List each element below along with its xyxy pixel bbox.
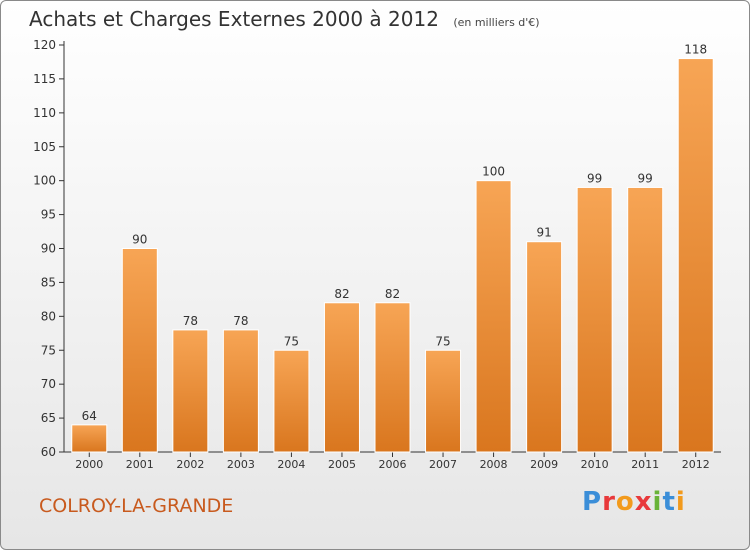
x-tick-label: 2000 xyxy=(75,458,103,471)
bar xyxy=(576,186,613,453)
x-tick-label: 2009 xyxy=(530,458,558,471)
proxiti-logo[interactable]: Proxiti xyxy=(582,487,686,517)
x-tick-label: 2006 xyxy=(379,458,407,471)
bar-value-label: 99 xyxy=(638,171,653,185)
x-tick-label: 2008 xyxy=(480,458,508,471)
bar-value-label: 82 xyxy=(334,287,349,301)
y-tick-label: 110 xyxy=(33,106,56,120)
bar xyxy=(172,329,209,453)
y-tick-label: 120 xyxy=(33,38,56,52)
bar-value-label: 78 xyxy=(233,314,248,328)
y-tick-label: 65 xyxy=(41,411,56,425)
bar xyxy=(677,58,714,453)
bar xyxy=(627,186,664,453)
x-tick-label: 2004 xyxy=(277,458,305,471)
x-tick-label: 2001 xyxy=(126,458,154,471)
commune-name: COLROY-LA-GRANDE xyxy=(39,495,234,517)
y-tick-label: 105 xyxy=(33,140,56,154)
y-tick-label: 85 xyxy=(41,275,56,289)
bar xyxy=(121,248,158,453)
x-tick-label: 2012 xyxy=(682,458,710,471)
x-tick-label: 2003 xyxy=(227,458,255,471)
y-tick-label: 75 xyxy=(41,343,56,357)
bar-value-label: 64 xyxy=(82,409,97,423)
logo-letter: i xyxy=(652,487,663,517)
x-tick-label: 2002 xyxy=(176,458,204,471)
bar xyxy=(323,302,360,453)
y-tick-label: 90 xyxy=(41,242,56,256)
bar-value-label: 100 xyxy=(482,165,505,179)
bar xyxy=(526,241,563,453)
logo-letter: o xyxy=(615,487,635,517)
bar xyxy=(425,349,462,453)
chart-title-text: Achats et Charges Externes 2000 à 2012 xyxy=(29,7,439,31)
bar-value-label: 118 xyxy=(684,43,707,57)
bar-value-label: 91 xyxy=(536,226,551,240)
x-tick-label: 2005 xyxy=(328,458,356,471)
bar-value-label: 90 xyxy=(132,233,147,247)
x-tick-label: 2010 xyxy=(581,458,609,471)
bar xyxy=(222,329,259,453)
bar-value-label: 75 xyxy=(284,334,299,348)
logo-letter: i xyxy=(675,487,686,517)
y-tick-label: 60 xyxy=(41,445,56,459)
y-tick-label: 95 xyxy=(41,208,56,222)
x-tick-label: 2007 xyxy=(429,458,457,471)
logo-letter: x xyxy=(634,487,653,517)
bar xyxy=(475,180,512,453)
bar xyxy=(71,424,108,453)
logo-letter: r xyxy=(602,487,616,517)
y-tick-label: 115 xyxy=(33,72,56,86)
bar-value-label: 82 xyxy=(385,287,400,301)
y-tick-label: 70 xyxy=(41,377,56,391)
bar xyxy=(273,349,310,453)
bar-value-label: 75 xyxy=(435,334,450,348)
x-tick-label: 2011 xyxy=(631,458,659,471)
bar-value-label: 78 xyxy=(183,314,198,328)
bar-value-label: 99 xyxy=(587,171,602,185)
y-tick-label: 80 xyxy=(41,309,56,323)
chart-unit: (en milliers d'€) xyxy=(453,16,540,29)
logo-letter: t xyxy=(662,487,676,517)
y-tick-label: 100 xyxy=(33,174,56,188)
bar xyxy=(374,302,411,453)
logo-letter: P xyxy=(582,487,603,517)
chart-title: Achats et Charges Externes 2000 à 2012 (… xyxy=(29,7,540,31)
